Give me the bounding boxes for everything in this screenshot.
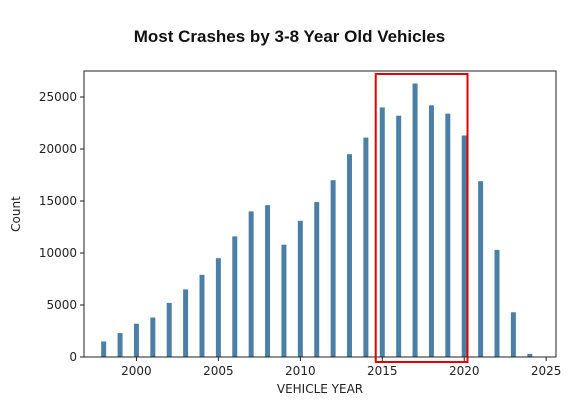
bar-2003 [183, 289, 189, 357]
bar-2008 [265, 205, 271, 357]
x-tick-label-2000: 2000 [121, 364, 152, 378]
bar-1998 [101, 341, 107, 357]
y-tick-label-15000: 15000 [39, 194, 77, 208]
bar-2020 [461, 135, 467, 357]
bar-2013 [347, 154, 352, 357]
y-tick-label-5000: 5000 [46, 298, 77, 312]
y-tick-label-20000: 20000 [39, 142, 77, 156]
x-tick-label-2015: 2015 [367, 364, 398, 378]
x-tick-label-2005: 2005 [203, 364, 234, 378]
x-tick-label-2025: 2025 [531, 364, 562, 378]
bars-group [101, 83, 533, 358]
bar-2009 [281, 244, 287, 357]
bar-2000 [133, 323, 139, 357]
bar-2004 [199, 274, 205, 357]
x-axis-label: VEHICLE YEAR [277, 382, 363, 396]
bar-2023 [510, 312, 516, 357]
bar-2015 [379, 107, 385, 358]
y-tick-label-25000: 25000 [39, 90, 77, 104]
bar-2014 [363, 137, 369, 357]
bar-1999 [117, 333, 123, 357]
highlight-box [374, 73, 469, 363]
y-tick-label-0: 0 [69, 350, 77, 364]
y-axis: 0 5000 10000 15000 20000 25000 [39, 90, 84, 364]
plot-frame [83, 70, 557, 358]
bar-2007 [248, 211, 254, 357]
bar-2001 [150, 317, 156, 357]
bar-2011 [314, 202, 320, 357]
y-axis-label: Count [9, 196, 23, 232]
bar-2021 [478, 181, 484, 357]
y-tick-label-10000: 10000 [39, 246, 77, 260]
bar-2006 [232, 236, 238, 357]
bar-2022 [494, 249, 500, 357]
bar-2024 [527, 353, 533, 357]
x-tick-label-2010: 2010 [285, 364, 316, 378]
bar-2019 [445, 113, 451, 357]
bar-2002 [166, 302, 172, 357]
x-tick-label-2020: 2020 [449, 364, 480, 378]
bar-2010 [297, 220, 303, 357]
bar-2016 [396, 115, 402, 357]
bar-2017 [412, 83, 418, 357]
chart-title: Most Crashes by 3-8 Year Old Vehicles [133, 27, 446, 46]
bar-2012 [330, 180, 336, 357]
bar-2018 [428, 105, 434, 357]
bar-2005 [215, 258, 221, 357]
x-axis: 2000 2005 2010 2015 2020 2025 [121, 357, 561, 378]
